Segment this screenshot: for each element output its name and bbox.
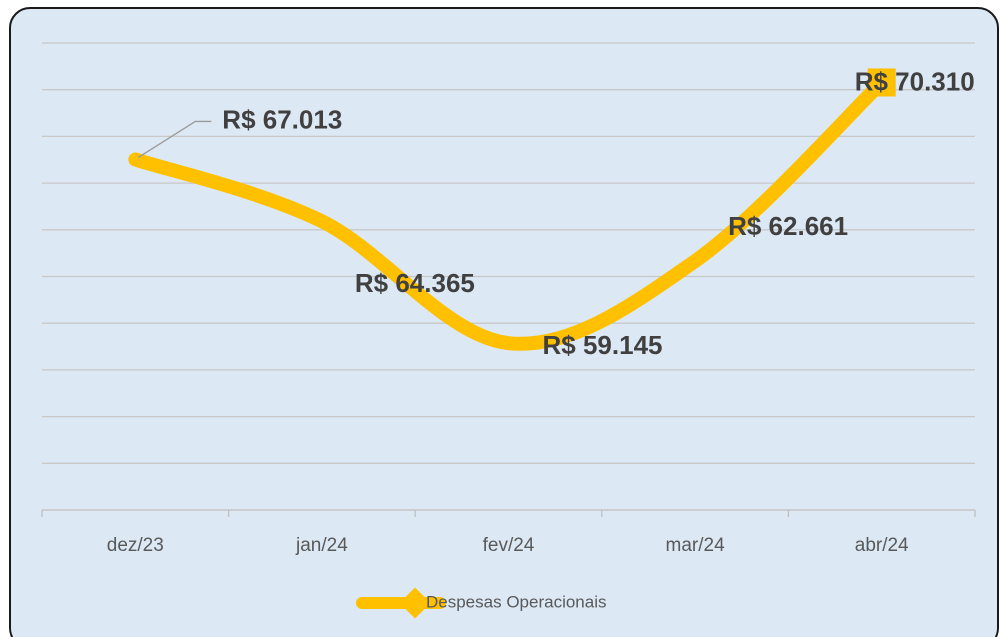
x-tick-label: dez/23 [107,535,164,556]
data-label: R$ 64.365 [355,268,475,298]
x-tick-label: abr/24 [855,535,909,556]
leader-line [137,120,212,158]
chart-area [9,7,999,637]
legend-label: Despesas Operacionais [426,592,606,611]
legend-marker [399,587,431,619]
data-label: R$ 70.310 [855,66,975,96]
marker [867,68,896,97]
x-tick-label: fev/24 [483,535,535,556]
line [128,75,889,351]
data-label: R$ 67.013 [222,104,342,134]
x-tick-label: jan/24 [295,535,348,556]
data-label: R$ 59.145 [543,330,663,360]
x-tick-label: mar/24 [666,535,726,556]
data-label: R$ 62.661 [728,211,848,241]
